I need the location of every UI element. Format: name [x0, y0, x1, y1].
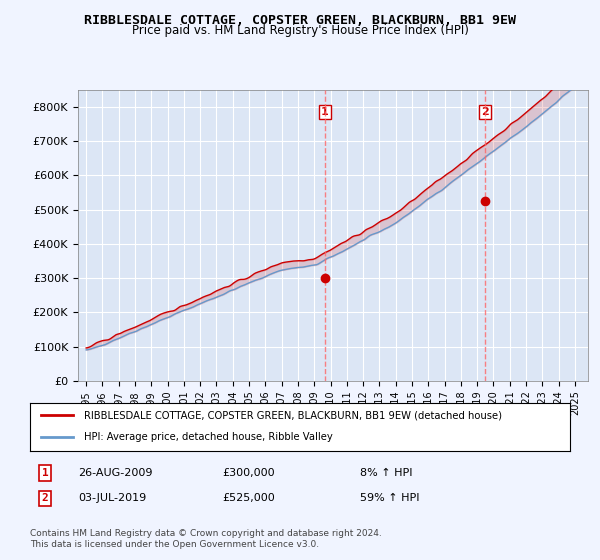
Text: RIBBLESDALE COTTAGE, COPSTER GREEN, BLACKBURN, BB1 9EW: RIBBLESDALE COTTAGE, COPSTER GREEN, BLAC… [84, 14, 516, 27]
Text: Contains HM Land Registry data © Crown copyright and database right 2024.
This d: Contains HM Land Registry data © Crown c… [30, 529, 382, 549]
Text: HPI: Average price, detached house, Ribble Valley: HPI: Average price, detached house, Ribb… [84, 432, 333, 442]
Text: 8% ↑ HPI: 8% ↑ HPI [360, 468, 413, 478]
Text: 26-AUG-2009: 26-AUG-2009 [78, 468, 152, 478]
Text: 1: 1 [41, 468, 49, 478]
Text: 2: 2 [481, 107, 489, 116]
Text: 59% ↑ HPI: 59% ↑ HPI [360, 493, 419, 503]
Text: £525,000: £525,000 [222, 493, 275, 503]
Text: Price paid vs. HM Land Registry's House Price Index (HPI): Price paid vs. HM Land Registry's House … [131, 24, 469, 37]
Text: £300,000: £300,000 [222, 468, 275, 478]
Text: 03-JUL-2019: 03-JUL-2019 [78, 493, 146, 503]
Text: RIBBLESDALE COTTAGE, COPSTER GREEN, BLACKBURN, BB1 9EW (detached house): RIBBLESDALE COTTAGE, COPSTER GREEN, BLAC… [84, 410, 502, 420]
Text: 2: 2 [41, 493, 49, 503]
Text: 1: 1 [321, 107, 329, 116]
